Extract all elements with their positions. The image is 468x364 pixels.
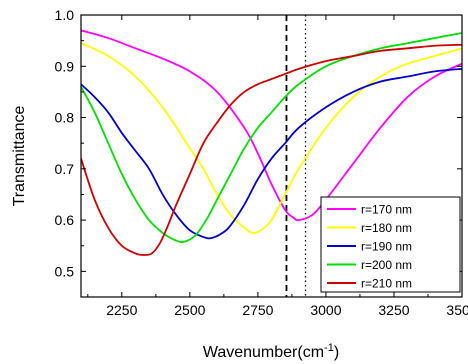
x-axis-title-main: Wavenumber(cm <box>203 344 324 361</box>
y-tick-label: 1.0 <box>55 7 75 23</box>
y-tick-label: 0.6 <box>55 212 75 228</box>
reference-lines <box>285 15 307 297</box>
x-tick-label: 2500 <box>174 302 205 318</box>
series-line-3 <box>81 67 462 240</box>
legend-label-1: r=170 nm <box>361 203 412 217</box>
series-line-1 <box>81 29 462 222</box>
y-tick-label: 0.5 <box>55 263 75 279</box>
y-tick-label: 0.7 <box>55 161 75 177</box>
x-axis-title-sup: -1 <box>324 342 334 354</box>
y-tick-label: 0.8 <box>55 110 75 126</box>
legend-label-2: r=180 nm <box>361 221 412 235</box>
series-lines <box>81 29 462 256</box>
x-tick-label: 3000 <box>310 302 341 318</box>
x-tick-label: 2750 <box>242 302 273 318</box>
series-line-2 <box>81 42 462 234</box>
x-axis-title: Wavenumber(cm-1) <box>203 342 339 361</box>
x-axis-title-end: ) <box>334 344 339 361</box>
y-tick-label: 0.9 <box>55 58 75 74</box>
legend-label-4: r=200 nm <box>361 258 412 272</box>
plot-frame <box>80 14 463 298</box>
legend-label-3: r=190 nm <box>361 240 412 254</box>
y-axis-title: Transmittance <box>11 106 28 207</box>
series-line-5 <box>81 43 462 256</box>
x-tick-label: 3250 <box>378 302 409 318</box>
legend: r=170 nm r=180 nm r=190 nm r=200 nm r=210 nm <box>320 196 461 293</box>
legend-box <box>320 196 461 293</box>
legend-label-5: r=210 nm <box>361 277 412 291</box>
x-tick-label: 2250 <box>106 302 137 318</box>
